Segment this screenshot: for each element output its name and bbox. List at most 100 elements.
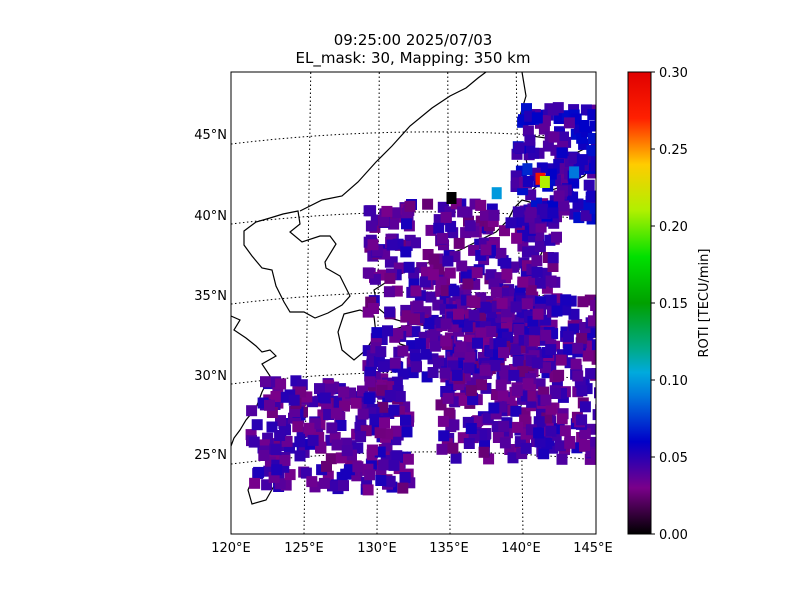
roti-cell (547, 442, 559, 454)
roti-cell (508, 369, 520, 381)
roti-cell (522, 246, 534, 258)
x-tick-125: 125°E (284, 541, 324, 556)
roti-cell (556, 413, 568, 425)
roti-cell (307, 396, 318, 408)
roti-cell (579, 428, 591, 440)
roti-cell (408, 267, 420, 279)
roti-cell (533, 427, 545, 439)
roti-cell (362, 267, 374, 279)
y-tick-25: 25°N (194, 448, 227, 463)
roti-hotspot (539, 176, 550, 188)
roti-cell (438, 430, 450, 442)
roti-cell (262, 432, 274, 444)
roti-cell (562, 331, 574, 342)
roti-cell (365, 407, 377, 419)
roti-cell (549, 174, 561, 186)
roti-cell (414, 338, 426, 350)
roti-cell (345, 387, 357, 399)
roti-cell (467, 394, 479, 406)
roti-cell (369, 413, 381, 425)
roti-cell (468, 430, 480, 442)
roti-cell (587, 133, 596, 144)
roti-cell (429, 340, 441, 352)
roti-cell (538, 448, 550, 460)
roti-cell (522, 326, 534, 338)
roti-cell (266, 421, 278, 433)
roti-cell (471, 416, 482, 428)
roti-cell (500, 257, 512, 269)
roti-cell (433, 222, 445, 234)
roti-cell (572, 342, 584, 354)
roti-cell (451, 369, 463, 381)
roti-cell (508, 261, 520, 273)
roti-cell (584, 453, 596, 465)
roti-cell (462, 416, 474, 428)
roti-cell (462, 278, 474, 290)
roti-cell (445, 220, 457, 232)
roti-cell (553, 113, 565, 124)
roti-cell (454, 360, 466, 372)
roti-cell (495, 337, 507, 349)
roti-cell (568, 152, 580, 164)
roti-cell (511, 177, 523, 189)
roti-cell (559, 425, 571, 437)
roti-cell (494, 272, 506, 284)
roti-cell (313, 431, 325, 443)
roti-cell (455, 341, 467, 353)
roti-cell (475, 309, 487, 321)
roti-cell (553, 369, 565, 381)
roti-cell (384, 256, 396, 268)
roti-cell (545, 344, 557, 356)
roti-cell (388, 459, 400, 471)
roti-cell (579, 322, 591, 333)
roti-cell (510, 301, 522, 313)
roti-cell (432, 299, 444, 311)
roti-cell (458, 394, 470, 406)
roti-cell (270, 391, 282, 402)
roti-cell (515, 371, 527, 383)
roti-cell (589, 120, 596, 132)
roti-cell (350, 397, 362, 409)
roti-cell (556, 453, 568, 465)
roti-cell (509, 343, 521, 355)
roti-cell (522, 176, 534, 187)
roti-cell (425, 224, 437, 236)
roti-hotspot (522, 163, 533, 176)
roti-cell (591, 153, 596, 165)
roti-cell (388, 404, 400, 416)
roti-cell (499, 365, 511, 377)
roti-cell (370, 333, 382, 345)
roti-cell (419, 276, 431, 288)
roti-cell (463, 334, 475, 346)
roti-cell (568, 308, 580, 320)
roti-cell (409, 326, 421, 338)
roti-cell (406, 340, 418, 352)
roti-cell (410, 237, 421, 249)
roti-cell (475, 327, 487, 339)
roti-cell (587, 109, 596, 121)
x-tick-135: 135°E (429, 541, 469, 556)
roti-cell (485, 346, 497, 358)
roti-cell (545, 403, 557, 415)
roti-cell (563, 344, 575, 356)
roti-cell (461, 321, 473, 333)
roti-cell (501, 268, 513, 280)
roti-cell (563, 117, 575, 129)
roti-cell (338, 480, 349, 492)
roti-cell (280, 424, 291, 436)
roti-cells (245, 102, 596, 496)
roti-cell (307, 434, 319, 446)
roti-cell (483, 453, 495, 465)
roti-cell (513, 142, 525, 154)
roti-cell (498, 347, 509, 359)
roti-cell (391, 285, 403, 297)
roti-cell (460, 308, 472, 320)
roti-cell (551, 231, 562, 243)
roti-cell (531, 197, 542, 209)
roti-cell (478, 446, 490, 458)
roti-cell (495, 401, 507, 413)
roti-cell (391, 450, 403, 462)
roti-cell (535, 277, 546, 289)
roti-cell (586, 145, 596, 157)
roti-cell (440, 212, 452, 223)
